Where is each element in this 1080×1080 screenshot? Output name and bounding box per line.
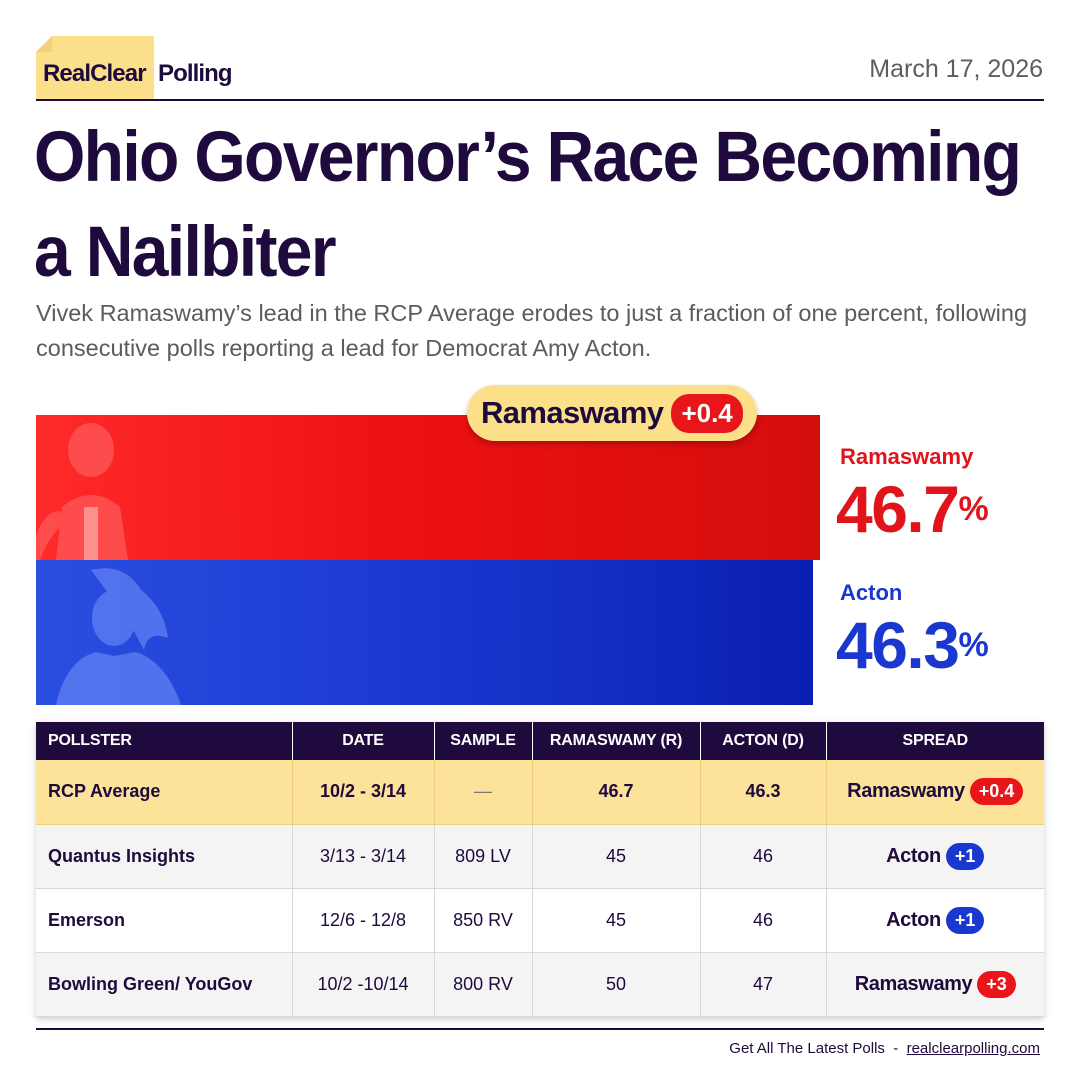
- header-pollster: POLLSTER: [36, 722, 293, 760]
- spread-badge: +1: [945, 842, 985, 870]
- cell-date: 3/13 - 3/14: [292, 824, 435, 889]
- subheadline: Vivek Ramaswamy’s lead in the RCP Averag…: [36, 300, 1028, 361]
- spread-value: +0.4: [671, 393, 743, 433]
- acton-photo-icon: [56, 568, 181, 705]
- spread-name: Acton: [886, 908, 941, 931]
- cell-spread: Acton +1: [826, 888, 1044, 953]
- logo-polling: Polling: [158, 60, 233, 87]
- cell-acton: 46: [700, 888, 827, 953]
- cell-ramaswamy: 45: [532, 824, 701, 889]
- spread-badge: +0.4: [969, 778, 1024, 806]
- table-row[interactable]: Quantus Insights 3/13 - 3/14 809 LV 45 4…: [36, 824, 1044, 889]
- header-acton: ACTON (D): [700, 722, 827, 760]
- footer-text: Get All The Latest Polls -: [729, 1040, 907, 1057]
- cell-pollster: Bowling Green/ YouGov: [36, 952, 293, 1017]
- cell-spread: Ramaswamy +3: [826, 952, 1044, 1017]
- polls-table: POLLSTER DATE SAMPLE RAMASWAMY (R) ACTON…: [36, 722, 1044, 1017]
- cell-pollster: Emerson: [36, 888, 293, 953]
- table-header-row: POLLSTER DATE SAMPLE RAMASWAMY (R) ACTON…: [36, 722, 1044, 760]
- header-date: DATE: [292, 722, 435, 760]
- label-ramaswamy: Ramaswamy: [840, 444, 974, 469]
- label-acton: Acton: [840, 580, 903, 605]
- publish-date: March 17, 2026: [869, 55, 1043, 83]
- footer-divider: [36, 1028, 1044, 1030]
- value-ramaswamy: 46.7%: [836, 472, 989, 546]
- cell-date: 10/2 - 3/14: [292, 760, 435, 825]
- cell-pollster: Quantus Insights: [36, 824, 293, 889]
- cell-sample: —: [434, 760, 533, 825]
- cell-pollster: RCP Average: [36, 760, 293, 825]
- table-row[interactable]: Emerson 12/6 - 12/8 850 RV 45 46 Acton +1: [36, 888, 1044, 953]
- logo-badge: [36, 36, 154, 100]
- header-divider: [36, 99, 1044, 101]
- spread-name: Acton: [886, 844, 941, 867]
- spread-leader: Ramaswamy: [481, 395, 664, 430]
- header-sample: SAMPLE: [434, 722, 533, 760]
- table-row-rcp-average[interactable]: RCP Average 10/2 - 3/14 — 46.7 46.3 Rama…: [36, 760, 1044, 825]
- value-acton: 46.3%: [836, 608, 989, 682]
- headline: Ohio Governor’s Race Becoming a Nailbite…: [34, 118, 1022, 292]
- cell-date: 10/2 -10/14: [292, 952, 435, 1017]
- cell-sample: 800 RV: [434, 952, 533, 1017]
- cell-acton: 46.3: [700, 760, 827, 825]
- cell-ramaswamy: 46.7: [532, 760, 701, 825]
- footer: Get All The Latest Polls - realclearpoll…: [729, 1040, 1040, 1057]
- cell-acton: 47: [700, 952, 827, 1017]
- cell-sample: 809 LV: [434, 824, 533, 889]
- cell-spread: Acton +1: [826, 824, 1044, 889]
- spread-badge: +3: [977, 970, 1016, 998]
- logo-realclear: RealClear: [43, 60, 147, 87]
- cell-spread: Ramaswamy +0.4: [826, 760, 1044, 825]
- cell-ramaswamy: 45: [532, 888, 701, 953]
- header-ramaswamy: RAMASWAMY (R): [532, 722, 701, 760]
- spread-name: Ramaswamy: [847, 780, 965, 803]
- cell-ramaswamy: 50: [532, 952, 701, 1017]
- cell-date: 12/6 - 12/8: [292, 888, 435, 953]
- spread-badge: +1: [945, 906, 985, 934]
- spread-name: Ramaswamy: [854, 972, 973, 995]
- logo-fold: [36, 36, 52, 52]
- table-row[interactable]: Bowling Green/ YouGov 10/2 -10/14 800 RV…: [36, 952, 1044, 1017]
- spread-callout: Ramaswamy +0.4: [467, 385, 757, 441]
- ramaswamy-photo-icon: [36, 423, 128, 560]
- cell-acton: 46: [700, 824, 827, 889]
- cell-sample: 850 RV: [434, 888, 533, 953]
- footer-link[interactable]: realclearpolling.com: [906, 1040, 1040, 1057]
- header-spread: SPREAD: [826, 722, 1044, 760]
- bar-acton: [36, 560, 814, 705]
